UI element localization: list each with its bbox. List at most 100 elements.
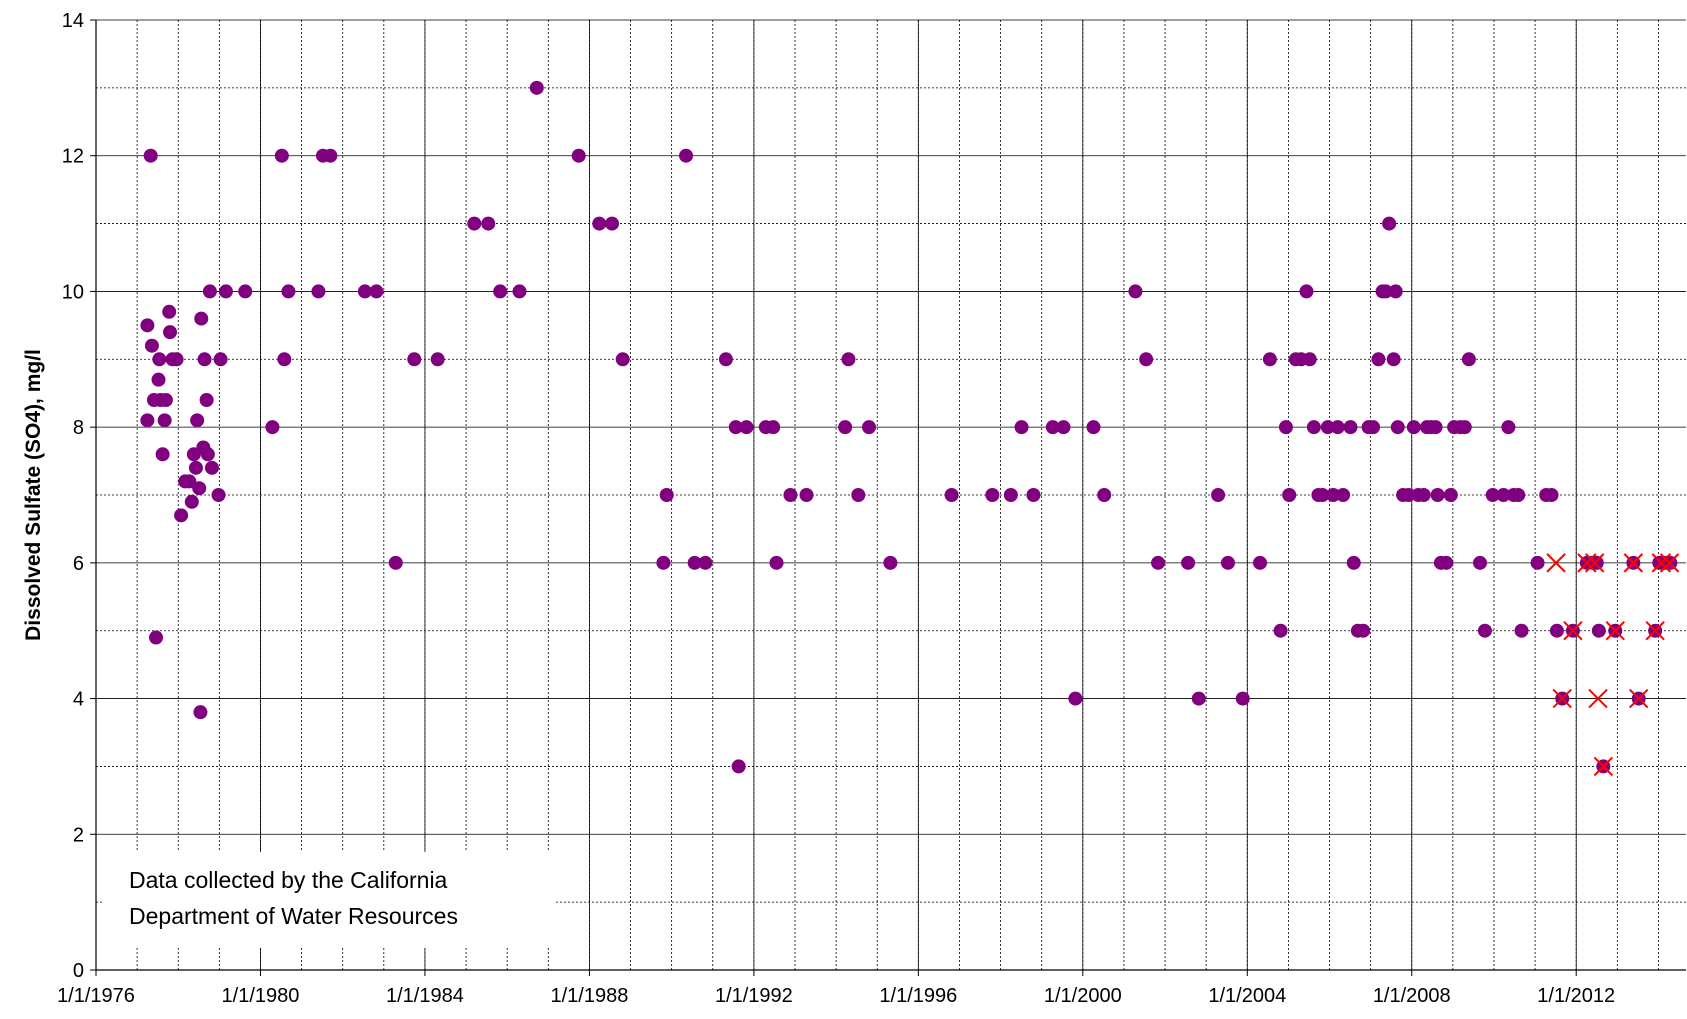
point bbox=[163, 325, 178, 340]
point bbox=[158, 393, 173, 407]
point bbox=[1473, 555, 1488, 570]
point bbox=[1151, 555, 1166, 570]
point bbox=[1406, 420, 1421, 435]
point bbox=[731, 759, 746, 774]
point bbox=[851, 488, 866, 502]
point bbox=[1139, 352, 1154, 367]
point bbox=[1306, 420, 1321, 435]
point bbox=[149, 630, 164, 645]
point bbox=[357, 284, 372, 299]
y-tick-label: 2 bbox=[73, 824, 84, 846]
annotation-box bbox=[104, 852, 556, 948]
x-stroke bbox=[1645, 621, 1665, 641]
point bbox=[1343, 420, 1358, 435]
point bbox=[481, 216, 496, 231]
x-stroke bbox=[1552, 688, 1572, 709]
point bbox=[1026, 488, 1041, 502]
point bbox=[265, 420, 280, 435]
point bbox=[1253, 555, 1268, 570]
point bbox=[883, 555, 898, 570]
point bbox=[1299, 284, 1314, 299]
x-stroke bbox=[1588, 688, 1608, 709]
point bbox=[1477, 623, 1492, 638]
point bbox=[1514, 623, 1529, 638]
point bbox=[281, 284, 296, 299]
point bbox=[1302, 352, 1317, 367]
y-axis-title: Dissolved Sulfate (SO4), mg/l bbox=[22, 349, 45, 641]
x-tick-label: 1/1/1992 bbox=[715, 985, 793, 1007]
point bbox=[202, 284, 217, 299]
point bbox=[1278, 420, 1293, 435]
point bbox=[238, 284, 253, 299]
point bbox=[140, 413, 155, 428]
x-stroke bbox=[1623, 553, 1644, 573]
point bbox=[679, 148, 694, 163]
point bbox=[1211, 488, 1226, 502]
x-marker bbox=[1651, 553, 1672, 573]
point bbox=[862, 420, 877, 435]
point bbox=[1439, 555, 1454, 570]
point bbox=[1014, 420, 1029, 435]
point bbox=[1544, 488, 1559, 502]
x-stroke bbox=[1659, 553, 1680, 573]
point bbox=[766, 420, 781, 435]
point bbox=[1366, 420, 1381, 435]
y-tick-label: 8 bbox=[73, 417, 84, 439]
point bbox=[1045, 420, 1060, 435]
point bbox=[1346, 555, 1361, 570]
point bbox=[1388, 284, 1403, 299]
point bbox=[182, 474, 197, 489]
point bbox=[841, 352, 856, 367]
point bbox=[799, 488, 814, 502]
point bbox=[1326, 488, 1341, 502]
x-stroke bbox=[1577, 553, 1597, 573]
point bbox=[493, 284, 508, 299]
point bbox=[1457, 420, 1472, 435]
point bbox=[1262, 352, 1277, 367]
point bbox=[190, 413, 205, 428]
point bbox=[659, 488, 674, 502]
x-tick-label: 1/1/1988 bbox=[550, 985, 628, 1007]
y-tick-label: 0 bbox=[73, 960, 84, 982]
point bbox=[985, 488, 1000, 502]
point bbox=[592, 216, 607, 231]
point bbox=[197, 352, 212, 367]
y-tick-label: 10 bbox=[62, 281, 84, 303]
point bbox=[162, 304, 177, 319]
y-tick-label: 4 bbox=[73, 689, 84, 711]
x-marker bbox=[1645, 621, 1665, 641]
point bbox=[1068, 691, 1083, 706]
x-stroke bbox=[1593, 756, 1614, 777]
point bbox=[188, 460, 203, 475]
point bbox=[1378, 284, 1393, 299]
x-marker bbox=[1629, 688, 1649, 709]
point bbox=[1097, 488, 1112, 502]
x-tick-label: 1/1/2008 bbox=[1373, 985, 1451, 1007]
point bbox=[218, 284, 233, 299]
annotation: Department of Water Resources bbox=[129, 903, 458, 929]
point bbox=[155, 447, 170, 462]
point bbox=[1356, 623, 1371, 638]
point bbox=[1003, 488, 1018, 502]
point bbox=[698, 555, 713, 570]
point bbox=[1416, 488, 1431, 502]
x-tick-label: 1/1/1984 bbox=[386, 985, 464, 1007]
point bbox=[1401, 488, 1416, 502]
y-tick-label: 6 bbox=[73, 553, 84, 575]
point bbox=[1589, 555, 1604, 570]
point bbox=[152, 352, 167, 367]
point bbox=[323, 148, 338, 163]
point bbox=[512, 284, 527, 299]
point bbox=[213, 352, 228, 367]
point bbox=[274, 148, 289, 163]
x-tick-label: 1/1/1980 bbox=[222, 985, 300, 1007]
x-marker bbox=[1563, 621, 1583, 641]
point bbox=[571, 148, 586, 163]
point bbox=[277, 352, 292, 367]
x-tick-label: 1/1/2004 bbox=[1208, 985, 1286, 1007]
point bbox=[157, 413, 172, 428]
point bbox=[1382, 216, 1397, 231]
point bbox=[1181, 555, 1196, 570]
x-marker bbox=[1577, 553, 1597, 573]
